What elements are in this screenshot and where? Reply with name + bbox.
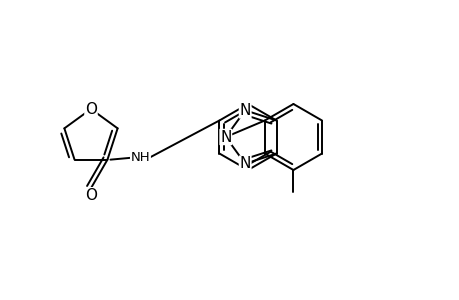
Text: O: O [85, 101, 97, 116]
Text: N: N [239, 156, 250, 171]
Text: NH: NH [130, 151, 150, 164]
Text: N: N [239, 103, 250, 118]
Text: N: N [219, 130, 231, 145]
Text: O: O [85, 188, 97, 203]
